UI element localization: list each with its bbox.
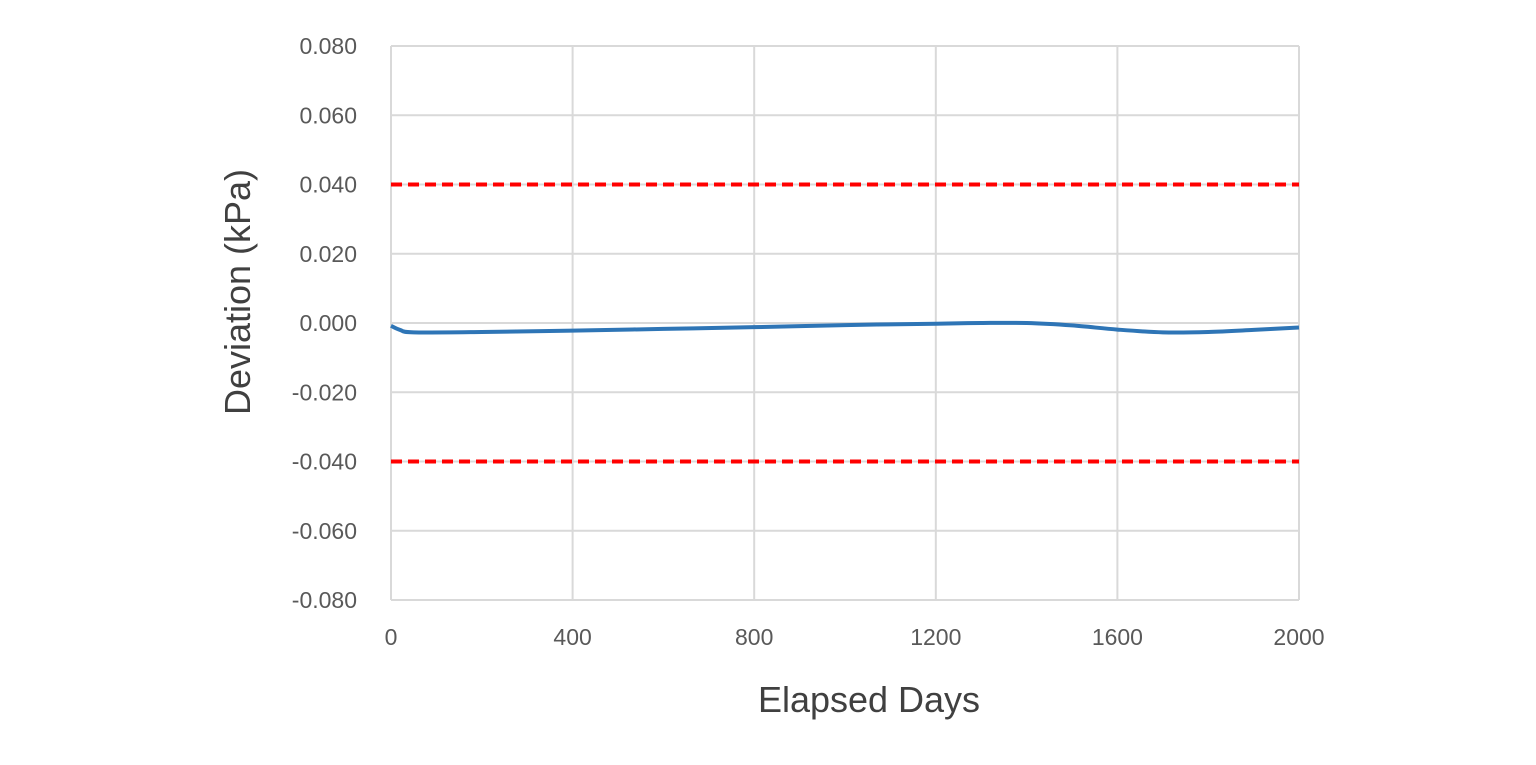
y-tick-label: 0.060 [299,102,357,128]
grid [390,45,1300,601]
y-axis-title: Deviation (kPa) [217,169,258,415]
series-layer [390,182,1300,464]
deviation-series-line [390,320,1300,335]
x-tick-label: 2000 [1273,624,1324,650]
y-tick-label: 0.080 [299,33,357,59]
x-tick-label: 1600 [1092,624,1143,650]
y-tick-label: -0.020 [292,379,357,405]
y-tick-label: 0.040 [299,172,357,198]
x-tick-label: 400 [553,624,591,650]
x-tick-label: 800 [735,624,773,650]
y-tick-label: 0.020 [299,241,357,267]
y-tick-label: -0.060 [292,518,357,544]
x-tick-label: 1200 [910,624,961,650]
x-tick-label: 0 [385,624,398,650]
y-tick-label: -0.080 [292,587,357,613]
x-axis-title: Elapsed Days [758,679,980,720]
tick-labels: 0.080 0.060 0.040 0.020 0.000 -0.020 -0.040 -0.… [292,33,1325,650]
y-tick-label: 0.000 [299,310,357,336]
y-tick-label: -0.040 [292,449,357,475]
